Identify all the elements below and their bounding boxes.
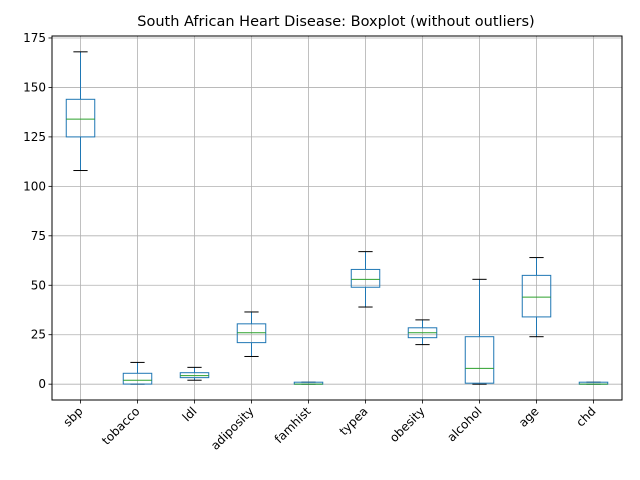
box-alcohol — [464, 278, 495, 385]
box-ldl — [179, 366, 210, 381]
y-tick-label: 100 — [23, 179, 46, 193]
box-chd — [578, 381, 609, 385]
x-tick-label: age — [516, 404, 542, 430]
y-tick-label: 150 — [23, 80, 46, 94]
box-typea — [350, 251, 381, 308]
y-tick-label: 0 — [38, 377, 46, 391]
box-age — [521, 257, 552, 338]
y-tick-label: 50 — [31, 278, 46, 292]
x-tick-label: ldl — [180, 404, 200, 424]
y-tick-label: 75 — [31, 229, 46, 243]
y-tick-label: 175 — [23, 31, 46, 45]
axes: 0 25 50 75 100 125 150 175 sbp tobacco ldl adiposit… — [23, 31, 599, 453]
iqr-box — [464, 336, 495, 384]
boxes — [65, 51, 609, 385]
x-tick-label: chd — [573, 404, 598, 429]
plot-area-frame — [51, 35, 623, 401]
grid — [52, 36, 622, 400]
x-tick-label: tobacco — [99, 404, 143, 448]
y-tick-label: 25 — [31, 328, 46, 342]
iqr-box — [350, 268, 381, 288]
box-obesity — [407, 319, 438, 346]
box-adiposity — [236, 311, 267, 357]
box-famhist — [293, 381, 324, 385]
x-tick-label: obesity — [387, 404, 428, 445]
x-tick-label: sbp — [61, 404, 86, 429]
x-tick-label: adiposity — [208, 404, 257, 453]
iqr-box — [65, 98, 96, 138]
box-sbp — [65, 51, 96, 172]
x-tick-label: famhist — [272, 404, 314, 446]
iqr-box — [521, 274, 552, 318]
y-tick-label: 125 — [23, 130, 46, 144]
iqr-box — [122, 372, 153, 385]
chart-title: South African Heart Disease: Boxplot (wi… — [137, 14, 534, 30]
x-tick-label: alcohol — [444, 404, 484, 444]
box-tobacco — [122, 361, 153, 385]
x-tick-label: typea — [337, 404, 371, 438]
